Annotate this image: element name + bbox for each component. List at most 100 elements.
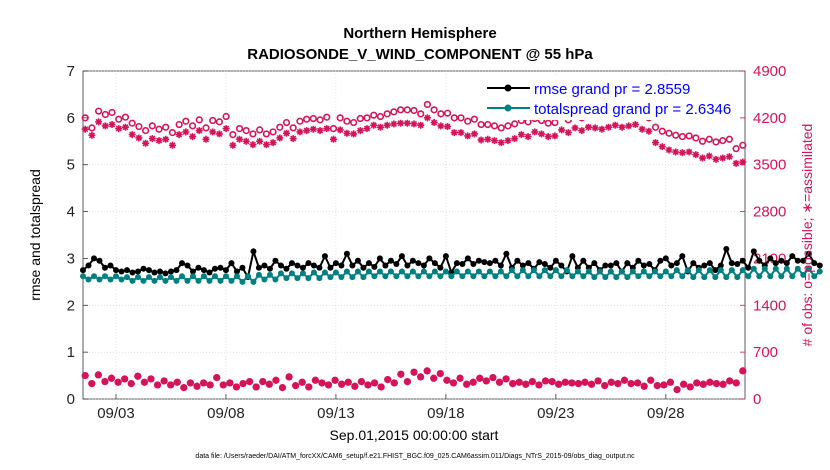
data-point bbox=[668, 262, 675, 269]
data-point bbox=[613, 274, 620, 281]
data-point bbox=[453, 260, 460, 267]
data-point bbox=[184, 277, 191, 284]
obs-possible-marker bbox=[262, 130, 270, 138]
data-point bbox=[393, 273, 400, 280]
obs-possible-marker bbox=[222, 112, 230, 121]
y-right-tick-label: 1400 bbox=[753, 297, 786, 314]
data-point bbox=[514, 257, 521, 264]
obs-assimilated-marker bbox=[464, 132, 472, 140]
obs-possible-marker bbox=[81, 114, 89, 122]
obs-assimilated-marker bbox=[115, 125, 123, 133]
data-point bbox=[316, 275, 323, 282]
obs-assimilated-marker bbox=[732, 159, 740, 167]
data-point bbox=[195, 264, 202, 271]
data-point bbox=[118, 268, 125, 275]
data-point bbox=[387, 257, 394, 264]
obs-assimilated-marker bbox=[127, 380, 135, 388]
obs-assimilated-marker bbox=[591, 124, 599, 132]
obs-assimilated-marker bbox=[363, 125, 371, 133]
obs-assimilated-marker bbox=[289, 135, 297, 143]
obs-assimilated-marker bbox=[331, 376, 339, 384]
obs-possible-marker bbox=[497, 124, 505, 132]
obs-assimilated-marker bbox=[202, 135, 210, 143]
obs-assimilated-marker bbox=[206, 381, 214, 389]
obs-assimilated-marker bbox=[269, 139, 277, 147]
obs-possible-marker bbox=[651, 123, 660, 131]
data-point bbox=[272, 276, 279, 283]
obs-possible-marker bbox=[269, 128, 277, 136]
data-point bbox=[712, 267, 719, 274]
data-point bbox=[206, 269, 213, 276]
obs-possible-marker bbox=[678, 133, 687, 141]
obs-assimilated-marker bbox=[574, 380, 582, 388]
obs-possible-marker bbox=[88, 124, 96, 132]
obs-assimilated-marker bbox=[578, 127, 586, 135]
legend-spread-label: totalspread grand pr = 2.6346 bbox=[534, 101, 731, 118]
data-point bbox=[794, 257, 801, 264]
obs-assimilated-marker bbox=[725, 153, 733, 161]
obs-possible-marker bbox=[135, 122, 143, 131]
obs-assimilated-marker bbox=[542, 377, 550, 385]
data-point bbox=[349, 262, 356, 269]
obs-assimilated-marker bbox=[535, 381, 543, 389]
obs-assimilated-marker bbox=[719, 380, 727, 388]
data-point bbox=[107, 262, 114, 269]
obs-possible-marker bbox=[316, 116, 324, 124]
obs-assimilated-marker bbox=[614, 380, 622, 388]
obs-possible-marker bbox=[732, 145, 740, 153]
data-point bbox=[547, 264, 554, 271]
data-point bbox=[662, 255, 669, 262]
obs-assimilated-marker bbox=[108, 374, 116, 382]
obs-assimilated-marker bbox=[524, 133, 532, 141]
data-point bbox=[552, 267, 559, 274]
data-point bbox=[497, 268, 504, 275]
data-point bbox=[712, 274, 719, 281]
obs-assimilated-marker bbox=[246, 378, 254, 386]
data-point bbox=[228, 277, 235, 284]
obs-assimilated-marker bbox=[173, 378, 181, 386]
data-point bbox=[525, 273, 532, 280]
data-point bbox=[778, 273, 785, 280]
legend-rmse-marker bbox=[504, 84, 512, 92]
obs-assimilated-marker bbox=[371, 379, 379, 387]
obs-assimilated-marker bbox=[584, 123, 592, 131]
data-point bbox=[624, 274, 631, 281]
obs-assimilated-marker bbox=[242, 137, 250, 145]
obs-assimilated-marker bbox=[588, 380, 596, 388]
obs-possible-marker bbox=[235, 124, 244, 133]
obs-possible-marker bbox=[443, 109, 452, 117]
data-point bbox=[167, 274, 174, 281]
obs-assimilated-marker bbox=[168, 141, 176, 149]
data-point bbox=[673, 267, 680, 274]
obs-possible-marker bbox=[282, 118, 291, 127]
data-point bbox=[321, 269, 328, 276]
obs-assimilated-marker bbox=[638, 125, 646, 133]
obs-assimilated-marker bbox=[252, 383, 260, 391]
obs-assimilated-marker bbox=[344, 378, 352, 386]
data-point bbox=[508, 267, 515, 274]
obs-assimilated-marker bbox=[397, 370, 405, 378]
data-point bbox=[442, 268, 449, 275]
data-point bbox=[695, 267, 702, 274]
data-point bbox=[85, 276, 92, 283]
data-point bbox=[277, 262, 284, 269]
data-point bbox=[602, 274, 609, 281]
obs-assimilated-marker bbox=[232, 383, 240, 391]
data-point bbox=[717, 262, 724, 269]
data-point bbox=[85, 262, 92, 269]
data-point bbox=[558, 273, 565, 280]
obs-assimilated-marker bbox=[528, 378, 536, 386]
data-point bbox=[684, 267, 691, 274]
data-point bbox=[195, 277, 202, 284]
data-point bbox=[613, 260, 620, 267]
data-point bbox=[222, 273, 229, 280]
obs-possible-marker bbox=[175, 120, 183, 129]
obs-assimilated-marker bbox=[658, 143, 666, 151]
data-point bbox=[475, 257, 482, 264]
data-point bbox=[811, 273, 818, 280]
obs-assimilated-marker bbox=[652, 139, 660, 147]
data-point bbox=[167, 268, 174, 275]
data-point bbox=[360, 274, 367, 281]
data-point bbox=[332, 260, 339, 267]
obs-assimilated-marker bbox=[209, 128, 217, 136]
